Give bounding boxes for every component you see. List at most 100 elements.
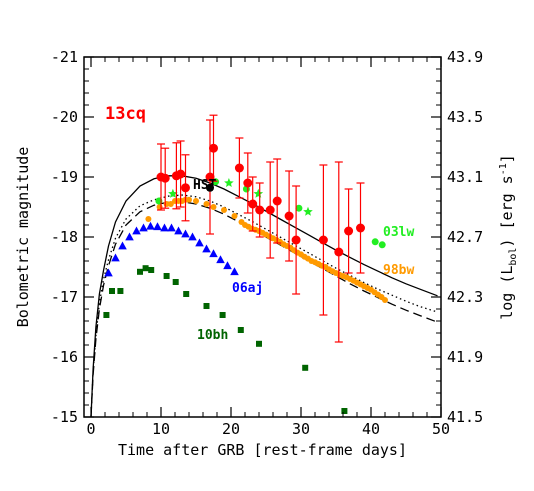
annotation-06aj: 06aj (232, 281, 263, 296)
marker-13cq (356, 223, 365, 233)
y-tick-label: -19 (51, 168, 78, 186)
marker-13cq (248, 199, 258, 209)
marker-10bh (117, 288, 124, 294)
marker-13cq (209, 143, 218, 153)
y2-label-sub: bol (508, 248, 519, 266)
y2-label-sup: -1 (498, 163, 509, 175)
y2-tick-label: 42.3 (447, 288, 483, 306)
marker-06aj (230, 267, 239, 276)
marker-10bh (183, 291, 190, 297)
marker-13cq (160, 173, 170, 183)
marker-03lw (224, 178, 234, 187)
marker-06aj (167, 223, 176, 232)
marker-13cq (265, 205, 275, 215)
marker-06aj (132, 226, 141, 235)
marker-06aj (146, 221, 155, 230)
marker-98bw (156, 204, 163, 210)
axis-ticks: 0 10 20 30 40 50 -15 41.5 -16 41.9 -17 42.3 -18 42.7 -… (51, 48, 483, 438)
x-axis-label: Time after GRB [rest-frame days] (118, 441, 407, 459)
marker-10bh (137, 268, 143, 275)
model-curve-solid (90, 175, 438, 418)
x-tick-label: 20 (222, 420, 240, 438)
marker-03lw (303, 206, 313, 216)
marker-13cq (234, 163, 244, 173)
x-tick-label: 10 (152, 420, 170, 438)
marker-13cq (344, 226, 354, 236)
marker-06aj (209, 249, 218, 258)
marker-98bw (186, 196, 192, 203)
marker-13cq (181, 183, 190, 193)
y2-tick-label: 43.1 (447, 168, 483, 186)
marker-06aj (181, 229, 190, 238)
annotation-98bw: 98bw (383, 263, 414, 278)
y2-label-end: ] (498, 154, 516, 163)
marker-98bw (210, 204, 217, 210)
x-tick-label: 40 (362, 420, 380, 438)
marker-03lw (371, 238, 379, 246)
marker-10bh (142, 265, 149, 272)
marker-10bh (109, 288, 115, 294)
marker-06aj (195, 238, 204, 247)
marker-06aj (118, 241, 127, 250)
marker-13cq (272, 196, 282, 206)
marker-13cq (205, 172, 215, 182)
marker-03lw (253, 188, 264, 198)
y-tick-label: -17 (51, 288, 78, 306)
marker-98bw (203, 201, 210, 207)
marker-13cq (291, 235, 301, 245)
marker-06aj (139, 223, 148, 232)
marker-13cq (243, 178, 253, 188)
annotation-10bh: 10bh (197, 328, 228, 343)
marker-10bh (256, 340, 262, 347)
marker-06aj (160, 223, 169, 232)
marker-06aj (111, 253, 120, 262)
marker-13cq (284, 211, 294, 221)
y2-tick-label: 41.5 (447, 408, 483, 426)
marker-13cq (176, 169, 186, 179)
marker-13cq (318, 235, 328, 245)
marker-03lw (295, 204, 303, 212)
marker-10bh (172, 279, 179, 285)
marker-06aj (223, 261, 232, 270)
y-tick-label: -21 (51, 48, 78, 66)
y2-label-main: log (L (498, 266, 516, 320)
y-tick-label: -18 (51, 228, 78, 246)
marker-hst (206, 183, 214, 192)
marker-03lw (378, 241, 386, 249)
y-tick-label: -20 (51, 108, 78, 126)
marker-06aj (216, 255, 225, 264)
y-axis-label: Bolometric magnitude (14, 147, 32, 328)
marker-10bh (103, 312, 110, 318)
marker-03lw (168, 188, 178, 198)
x-tick-label: 30 (292, 420, 310, 438)
annotation-03lw: 03lw (383, 225, 414, 240)
y2-tick-label: 42.7 (447, 228, 483, 246)
marker-10bh (302, 364, 309, 371)
marker-98bw (231, 213, 238, 219)
marker-06aj (188, 232, 197, 241)
x-tick-label: 50 (432, 420, 450, 438)
marker-98bw (167, 201, 174, 207)
marker-10bh (219, 312, 226, 318)
annotation-13cq: 13cq (105, 104, 146, 124)
marker-98bw (193, 198, 199, 204)
marker-06aj (153, 222, 162, 231)
y2-tick-label: 43.5 (447, 108, 483, 126)
marker-10bh (148, 267, 155, 273)
marker-98bw (382, 297, 388, 303)
data-points (103, 114, 388, 414)
marker-98bw (145, 216, 152, 222)
annotation-hst: HST (193, 178, 217, 193)
marker-06aj (202, 244, 211, 253)
model-curve-dashed (90, 200, 438, 418)
x-tick-label: 0 (86, 420, 95, 438)
marker-13cq (334, 247, 344, 257)
marker-06aj (104, 268, 113, 277)
y2-tick-label: 41.9 (447, 348, 483, 366)
y2-tick-label: 43.9 (447, 48, 483, 66)
marker-10bh (237, 327, 244, 333)
marker-10bh (203, 303, 210, 309)
y-tick-label: -16 (51, 348, 78, 366)
y2-axis-label: log (Lbol) [erg s-1] (498, 154, 519, 320)
